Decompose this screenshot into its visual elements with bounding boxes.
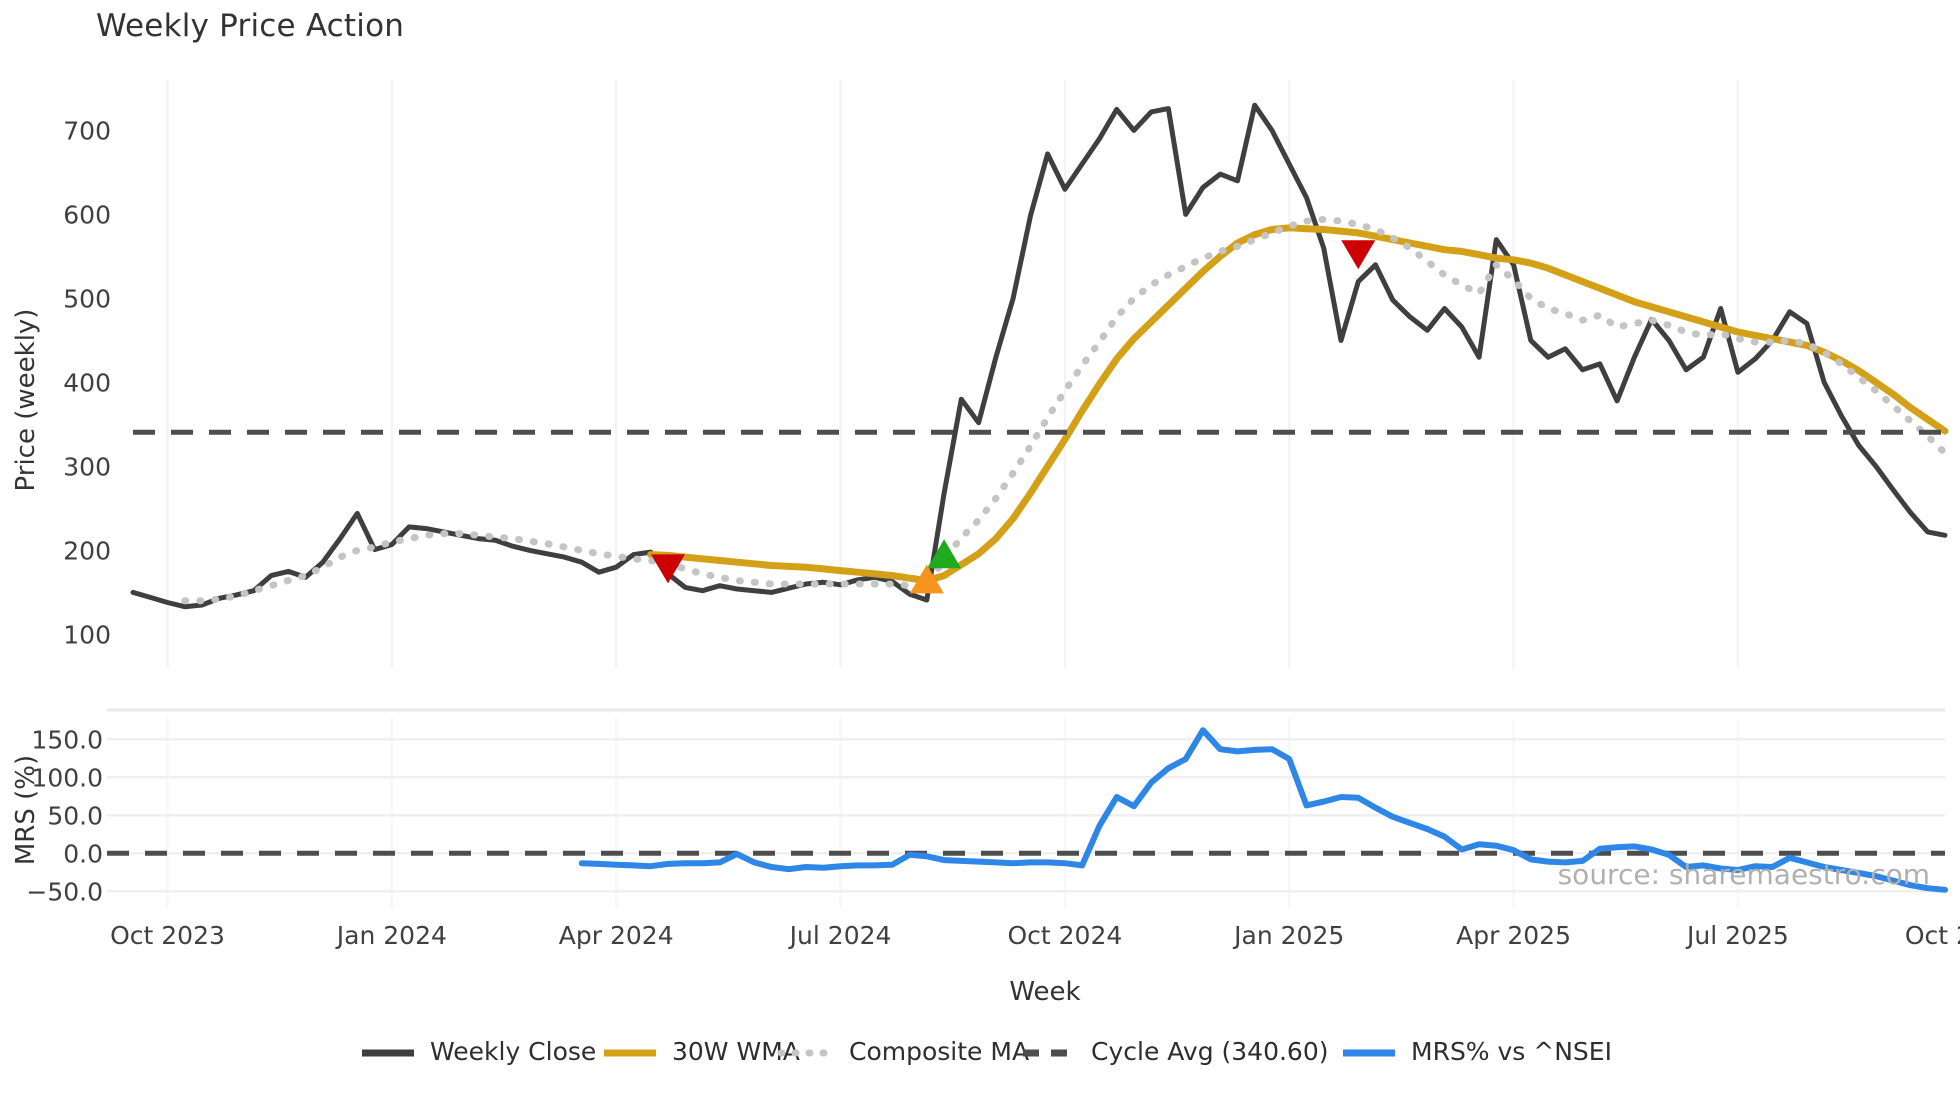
legend-label: Composite MA: [849, 1037, 1029, 1066]
x-tick: Apr 2025: [1456, 921, 1571, 950]
legend-item-cycle-avg-340-60[interactable]: Cycle Avg (340.60): [1023, 1037, 1329, 1066]
legend-item-mrs-vs-nsei[interactable]: MRS% vs ^NSEI: [1343, 1037, 1612, 1066]
x-tick: Jan 2025: [1232, 921, 1344, 950]
price-y-tick: 500: [63, 284, 111, 313]
series-mrs-pct: [578, 727, 1948, 893]
series-composite-ma: [181, 215, 1949, 605]
legend-item-weekly-close[interactable]: Weekly Close: [362, 1037, 596, 1066]
price-markers-group: [650, 240, 1376, 594]
x-axis-label: Week: [1009, 977, 1080, 1007]
mrs-y-tick: 0.0: [63, 839, 103, 868]
legend-label: Cycle Avg (340.60): [1091, 1037, 1329, 1066]
mrs-y-axis-label: MRS (%): [11, 755, 41, 865]
mrs-y-tick: −50.0: [26, 877, 103, 906]
mrs-y-tick: 100.0: [31, 763, 103, 792]
price-y-tick: 200: [63, 536, 111, 565]
chart-legend: Weekly Close 30W WMA Composite MA Cycle Avg…: [362, 1037, 1612, 1066]
price-y-axis-label: Price (weekly): [11, 309, 41, 492]
buy-signal-marker: [927, 539, 962, 569]
series-30w-wma: [647, 224, 1949, 585]
price-gridlines: [166, 80, 1740, 908]
x-tick: Jul 2024: [788, 921, 892, 950]
x-tick: Oct 2024: [1007, 921, 1122, 950]
x-tick: Oct 2025: [1905, 921, 1960, 950]
legend-label: Weekly Close: [430, 1037, 596, 1066]
x-tick: Oct 2023: [110, 921, 225, 950]
sell-signal-marker: [650, 554, 685, 584]
price-y-tick: 700: [63, 116, 111, 145]
price-series-group: [130, 102, 1949, 610]
page-title: Weekly Price Action: [96, 8, 405, 44]
x-tick: Jul 2025: [1685, 921, 1789, 950]
price-y-tick: 400: [63, 368, 111, 397]
mrs-y-tick: 50.0: [47, 801, 103, 830]
entry-signal-marker: [909, 564, 944, 594]
price-y-tick: 300: [63, 452, 111, 481]
series-weekly-close: [130, 102, 1948, 610]
legend-item-30w-wma[interactable]: 30W WMA: [604, 1037, 800, 1066]
mrs-y-axis: −50.0 0.0 50.0 100.0 150.0: [26, 725, 103, 906]
price-y-axis: 100 200 300 400 500 600 700: [63, 116, 111, 649]
x-tick: Apr 2024: [559, 921, 674, 950]
x-axis: Oct 2023 Jan 2024 Apr 2024 Jul 2024 Oct 2024…: [110, 921, 1960, 950]
legend-item-composite-ma[interactable]: Composite MA: [777, 1037, 1029, 1066]
legend-label: MRS% vs ^NSEI: [1411, 1037, 1612, 1066]
mrs-series-group: [107, 727, 1948, 893]
sell-signal-marker: [1341, 240, 1376, 270]
price-y-tick: 100: [63, 620, 111, 649]
price-y-tick: 600: [63, 200, 111, 229]
source-watermark: source: sharemaestro.com: [1558, 858, 1930, 891]
x-tick: Jan 2024: [335, 921, 447, 950]
mrs-y-tick: 150.0: [31, 725, 103, 754]
